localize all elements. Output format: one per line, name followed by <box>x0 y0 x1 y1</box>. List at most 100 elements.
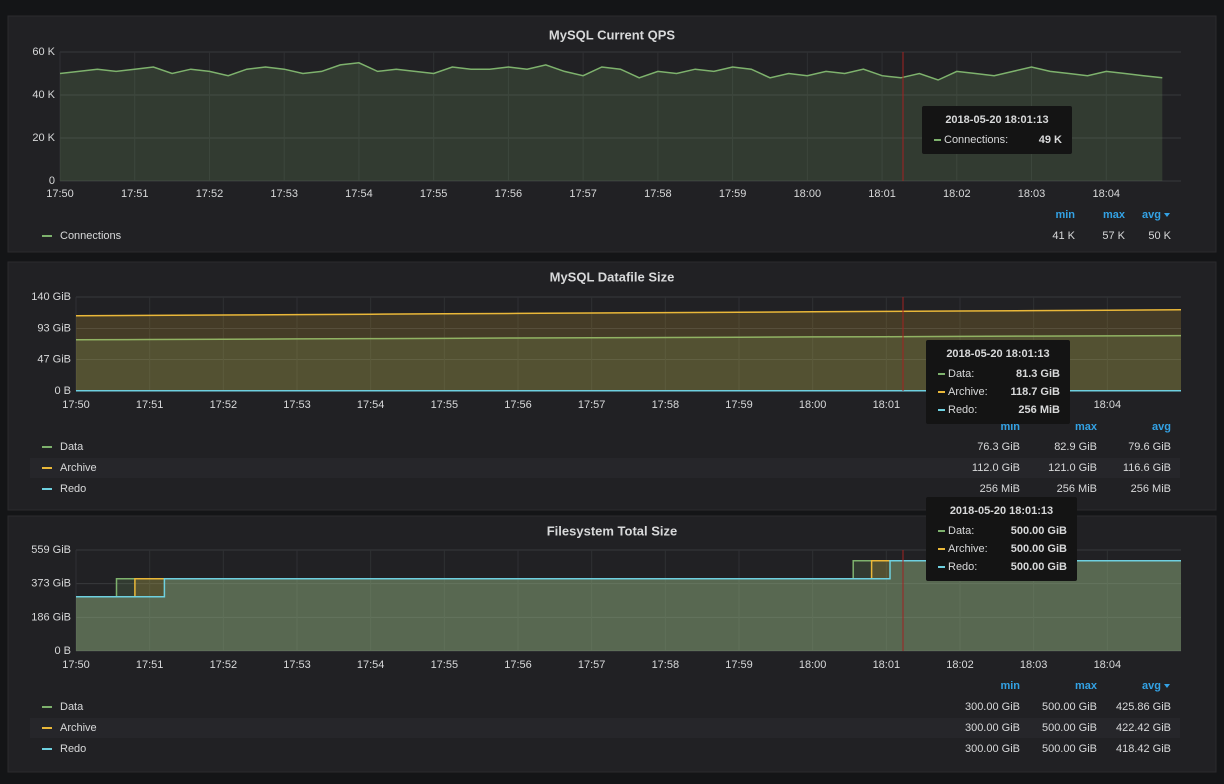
x-tick-label: 18:00 <box>799 399 827 411</box>
legend-value: 116.6 GiB <box>1123 462 1171 474</box>
legend-name[interactable]: Data <box>60 701 84 713</box>
x-tick-label: 18:03 <box>1018 188 1046 200</box>
x-tick-label: 17:55 <box>431 399 459 411</box>
legend-value: 256 MiB <box>1057 483 1097 495</box>
x-tick-label: 17:58 <box>652 659 680 671</box>
y-tick-label: 93 GiB <box>37 322 71 334</box>
tooltip-value: 256 MiB <box>1018 404 1060 416</box>
legend-name[interactable]: Redo <box>60 483 86 495</box>
legend-value: 256 MiB <box>1131 483 1171 495</box>
x-tick-label: 18:01 <box>868 188 896 200</box>
x-tick-label: 18:04 <box>1094 659 1122 671</box>
x-tick-label: 17:50 <box>46 188 74 200</box>
panel-title: MySQL Datafile Size <box>550 269 675 284</box>
legend-value: 57 K <box>1102 230 1125 242</box>
x-tick-label: 17:53 <box>270 188 298 200</box>
x-tick-label: 18:01 <box>873 659 901 671</box>
tooltip-name: Redo: <box>948 561 977 573</box>
legend-name[interactable]: Archive <box>60 722 97 734</box>
tooltip-value: 49 K <box>1039 134 1062 146</box>
tooltip-name: Data: <box>948 525 974 537</box>
legend-value: 500.00 GiB <box>1042 722 1097 734</box>
legend-value: 50 K <box>1148 230 1171 242</box>
x-tick-label: 17:51 <box>136 659 164 671</box>
tooltip-time: 2018-05-20 18:01:13 <box>950 505 1053 517</box>
tooltip: 2018-05-20 18:01:13 Data: 81.3 GiB Archive:… <box>926 340 1070 424</box>
legend-name[interactable]: Data <box>60 441 84 453</box>
legend-value: 425.86 GiB <box>1116 701 1171 713</box>
legend-value: 422.42 GiB <box>1116 722 1171 734</box>
tooltip-name: Data: <box>948 368 974 380</box>
tooltip: 2018-05-20 18:01:13Data:500.00 GiBArchiv… <box>926 497 1077 581</box>
y-tick-label: 0 B <box>54 385 71 397</box>
x-tick-label: 17:50 <box>62 399 90 411</box>
x-tick-label: 18:01 <box>873 399 901 411</box>
x-tick-label: 17:56 <box>504 399 532 411</box>
y-tick-label: 559 GiB <box>31 544 71 556</box>
x-tick-label: 17:56 <box>504 659 532 671</box>
legend-value: 500.00 GiB <box>1042 701 1097 713</box>
x-tick-label: 17:55 <box>431 659 459 671</box>
x-tick-label: 17:52 <box>210 659 238 671</box>
legend-name[interactable]: Archive <box>60 462 97 474</box>
y-tick-label: 47 GiB <box>37 353 71 365</box>
tooltip-name: Connections: <box>944 134 1008 146</box>
tooltip-value: 500.00 GiB <box>1011 561 1067 573</box>
legend-value: 41 K <box>1052 230 1075 242</box>
x-tick-label: 17:57 <box>578 399 606 411</box>
x-tick-label: 17:59 <box>725 399 753 411</box>
y-tick-label: 0 <box>49 175 55 187</box>
x-tick-label: 17:56 <box>495 188 523 200</box>
x-tick-label: 17:51 <box>136 399 164 411</box>
x-tick-label: 18:02 <box>943 188 971 200</box>
panel-title: MySQL Current QPS <box>549 27 676 42</box>
legend-value: 82.9 GiB <box>1054 441 1097 453</box>
legend-header: min <box>1000 680 1020 692</box>
x-tick-label: 17:54 <box>357 399 385 411</box>
x-tick-label: 17:57 <box>569 188 597 200</box>
legend-value: 300.00 GiB <box>965 722 1020 734</box>
y-tick-label: 20 K <box>32 132 55 144</box>
y-tick-label: 40 K <box>32 89 55 101</box>
legend-value: 500.00 GiB <box>1042 743 1097 755</box>
x-tick-label: 18:04 <box>1093 188 1121 200</box>
legend-value: 121.0 GiB <box>1048 462 1097 474</box>
tooltip-value: 81.3 GiB <box>1016 368 1060 380</box>
legend-header: max <box>1103 209 1126 221</box>
legend-value: 300.00 GiB <box>965 701 1020 713</box>
x-tick-label: 17:50 <box>62 659 90 671</box>
y-tick-label: 60 K <box>32 46 55 58</box>
x-tick-label: 18:04 <box>1094 399 1122 411</box>
y-tick-label: 373 GiB <box>31 578 71 590</box>
x-tick-label: 17:59 <box>725 659 753 671</box>
y-tick-label: 186 GiB <box>31 611 71 623</box>
legend-value: 300.00 GiB <box>965 743 1020 755</box>
legend-value: 112.0 GiB <box>972 462 1020 474</box>
tooltip-time: 2018-05-20 18:01:13 <box>945 114 1048 126</box>
tooltip-name: Redo: <box>948 404 977 416</box>
x-tick-label: 18:03 <box>1020 659 1048 671</box>
tooltip: 2018-05-20 18:01:13 Connections: 49 K <box>922 106 1072 154</box>
legend-header: max <box>1075 680 1098 692</box>
tooltip-name: Archive: <box>948 386 988 398</box>
x-tick-label: 17:54 <box>345 188 373 200</box>
legend-header: avg <box>1142 209 1161 221</box>
x-tick-label: 17:54 <box>357 659 385 671</box>
legend-header: avg <box>1152 421 1171 433</box>
legend-name[interactable]: Connections <box>60 230 122 242</box>
x-tick-label: 17:57 <box>578 659 606 671</box>
tooltip-value: 500.00 GiB <box>1011 543 1067 555</box>
tooltip-value: 118.7 GiB <box>1010 386 1060 398</box>
x-tick-label: 17:58 <box>644 188 672 200</box>
x-tick-label: 17:51 <box>121 188 149 200</box>
y-tick-label: 0 B <box>54 645 71 657</box>
legend-name[interactable]: Redo <box>60 743 86 755</box>
x-tick-label: 18:02 <box>946 659 974 671</box>
tooltip-time: 2018-05-20 18:01:13 <box>946 348 1049 360</box>
x-tick-label: 17:53 <box>283 659 311 671</box>
legend-value: 256 MiB <box>980 483 1020 495</box>
legend-value: 418.42 GiB <box>1116 743 1171 755</box>
legend-value: 79.6 GiB <box>1128 441 1171 453</box>
x-tick-label: 17:52 <box>196 188 224 200</box>
